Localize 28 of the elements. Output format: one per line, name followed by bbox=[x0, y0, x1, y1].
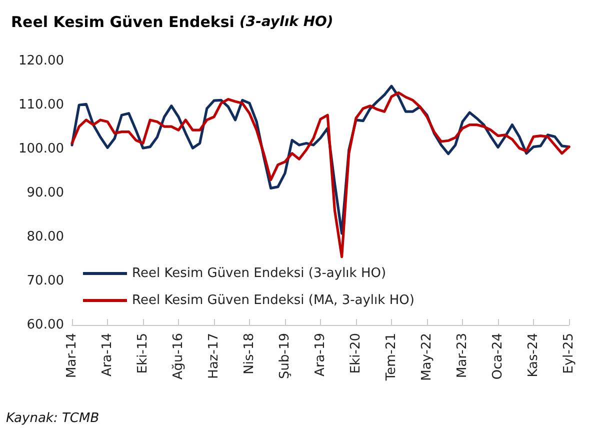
x-tick-label: Oca-24 bbox=[490, 333, 506, 380]
x-tick-label: Ağu-16 bbox=[171, 333, 186, 380]
x-tick-label: Şub-19 bbox=[278, 333, 292, 379]
x-tick-label: Tem-21 bbox=[384, 333, 399, 382]
legend-label: Reel Kesim Güven Endeksi (3-aylık HO) bbox=[132, 266, 386, 281]
y-tick-label: 110.00 bbox=[18, 98, 64, 112]
text: Kaynak: TCMB bbox=[6, 411, 100, 426]
x-tick-label: Eki-15 bbox=[136, 333, 150, 374]
y-tick-label: 80.00 bbox=[26, 230, 64, 244]
chart-title: Reel Kesim Güven Endeksi bbox=[11, 13, 234, 31]
y-tick-label: 120.00 bbox=[18, 54, 64, 68]
x-tick-label: Eki-20 bbox=[348, 333, 364, 374]
x-tick-label: Nis-18 bbox=[242, 333, 257, 374]
line-series bbox=[70, 91, 570, 258]
x-tick-label: May-22 bbox=[420, 333, 434, 381]
y-tick-label: 90.00 bbox=[26, 186, 64, 200]
y-tick-label: 70.00 bbox=[26, 274, 64, 288]
y-tick-label: 100.00 bbox=[18, 142, 64, 156]
x-tick-label: Ara-19 bbox=[313, 333, 328, 376]
chart-subtitle: (3-aylık HO) bbox=[239, 14, 334, 30]
x-tick-label: Kas-24 bbox=[526, 333, 541, 378]
x-tick-label: Mar-23 bbox=[455, 333, 470, 378]
x-tick-label: Haz-17 bbox=[206, 333, 222, 379]
legend-label: Reel Kesim Güven Endeksi (MA, 3-aylık HO) bbox=[132, 293, 414, 308]
x-tick-label: Eyl-25 bbox=[562, 333, 576, 374]
x-tick-label: Mar-14 bbox=[64, 333, 80, 378]
x-tick-label: Ara-14 bbox=[100, 333, 115, 376]
y-tick-label: 60.00 bbox=[26, 318, 64, 332]
